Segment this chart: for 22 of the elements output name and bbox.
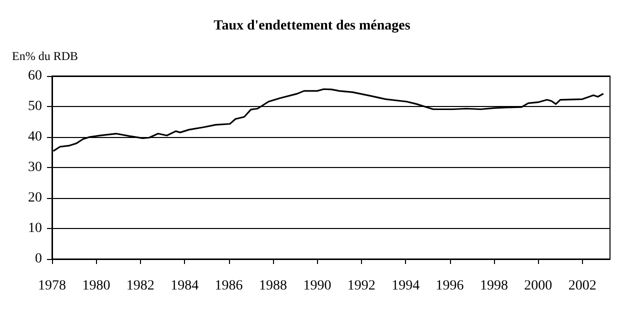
x-tick-label: 2002 xyxy=(568,278,596,294)
x-tick-label: 1980 xyxy=(82,278,110,294)
chart-title: Taux d'endettement des ménages xyxy=(214,18,411,34)
y-tick-label: 10 xyxy=(28,221,42,236)
y-tick-label: 40 xyxy=(28,130,42,144)
y-tick-label: 30 xyxy=(28,160,42,175)
y-tick-label: 20 xyxy=(28,190,42,206)
y-tick-label: 50 xyxy=(28,99,42,114)
x-tick-label: 1992 xyxy=(347,278,376,294)
x-tick-label: 2000 xyxy=(524,278,552,294)
x-tick-label: 1984 xyxy=(170,278,199,294)
x-tick-label: 1986 xyxy=(214,278,243,294)
x-tick-label: 1998 xyxy=(480,278,508,294)
x-tick-label: 1988 xyxy=(258,278,287,294)
y-tick-label: 60 xyxy=(28,68,42,84)
y-tick-label: 0 xyxy=(35,252,42,266)
x-tick-label: 1982 xyxy=(126,278,154,294)
x-tick-label: 1994 xyxy=(392,278,420,294)
x-tick-label: 1978 xyxy=(38,278,66,294)
x-tick-label: 1996 xyxy=(436,278,464,294)
y-axis-title: En% du RDB xyxy=(12,49,78,63)
x-tick-label: 1990 xyxy=(303,278,332,294)
